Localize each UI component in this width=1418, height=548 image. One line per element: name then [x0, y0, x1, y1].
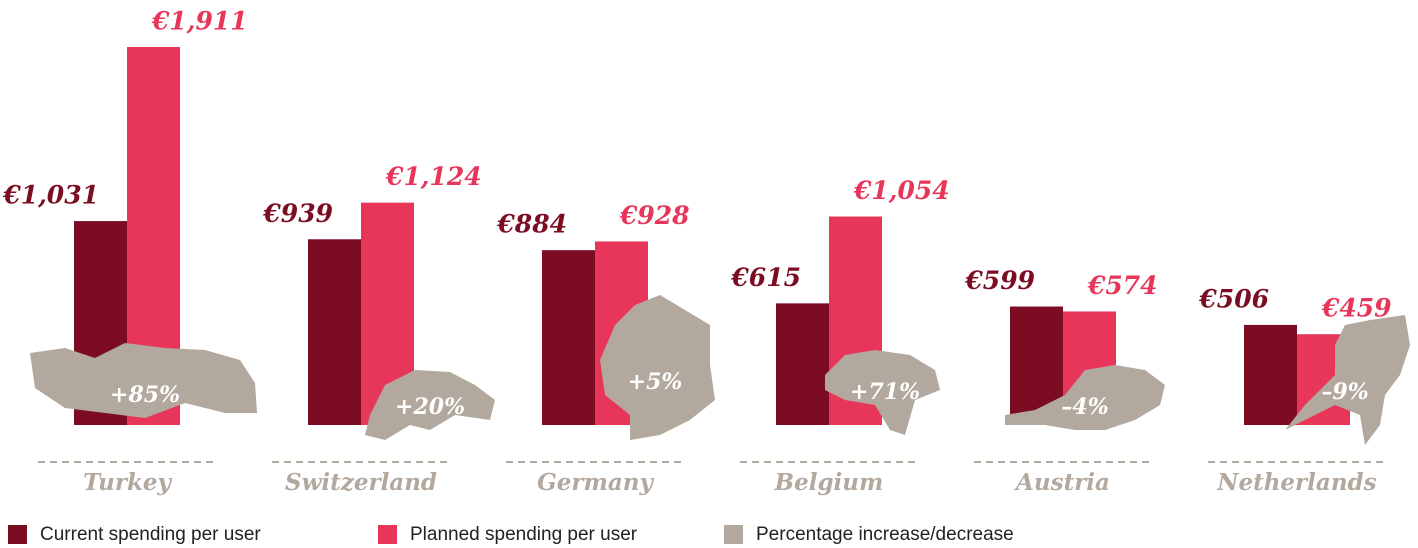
percent-label: –9% [1321, 379, 1368, 405]
category-label: Austria [1014, 469, 1110, 496]
country-shape [1285, 315, 1410, 445]
bar [308, 239, 361, 425]
country-shape [365, 370, 495, 440]
value-label: €1,031 [2, 181, 99, 210]
value-label: €884 [496, 210, 567, 239]
value-label: €1,054 [853, 176, 950, 205]
legend-label: Current spending per user [40, 524, 261, 545]
legend-swatch [378, 525, 397, 544]
value-label: €939 [262, 199, 333, 228]
country-shape [1005, 365, 1165, 430]
legend-label: Percentage increase/decrease [756, 524, 1014, 545]
value-label: €615 [730, 263, 801, 292]
bar [776, 303, 829, 425]
legend-swatch [724, 525, 743, 544]
bar [1244, 324, 1297, 425]
category-label: Switzerland [285, 469, 437, 496]
value-label: €599 [964, 266, 1035, 295]
category-label: Germany [537, 469, 654, 496]
value-label: €506 [1198, 284, 1269, 313]
value-label: €459 [1321, 294, 1392, 323]
legend-swatch [8, 525, 27, 544]
legend-label: Planned spending per user [410, 524, 638, 545]
percent-label: –4% [1061, 394, 1108, 420]
value-label: €1,124 [385, 162, 482, 191]
percent-label: +85% [110, 382, 180, 408]
value-label: €928 [619, 201, 690, 230]
bar [542, 250, 595, 425]
category-label: Belgium [774, 469, 884, 496]
value-label: €574 [1087, 271, 1158, 300]
category-label: Turkey [83, 469, 172, 496]
percent-label: +71% [850, 379, 920, 405]
percent-label: +5% [628, 369, 683, 395]
country-shape [825, 350, 940, 435]
percent-label: +20% [395, 394, 465, 420]
category-label: Netherlands [1216, 469, 1376, 496]
country-shape [600, 295, 715, 440]
value-label: €1,911 [151, 7, 248, 36]
country-shape [30, 343, 257, 418]
